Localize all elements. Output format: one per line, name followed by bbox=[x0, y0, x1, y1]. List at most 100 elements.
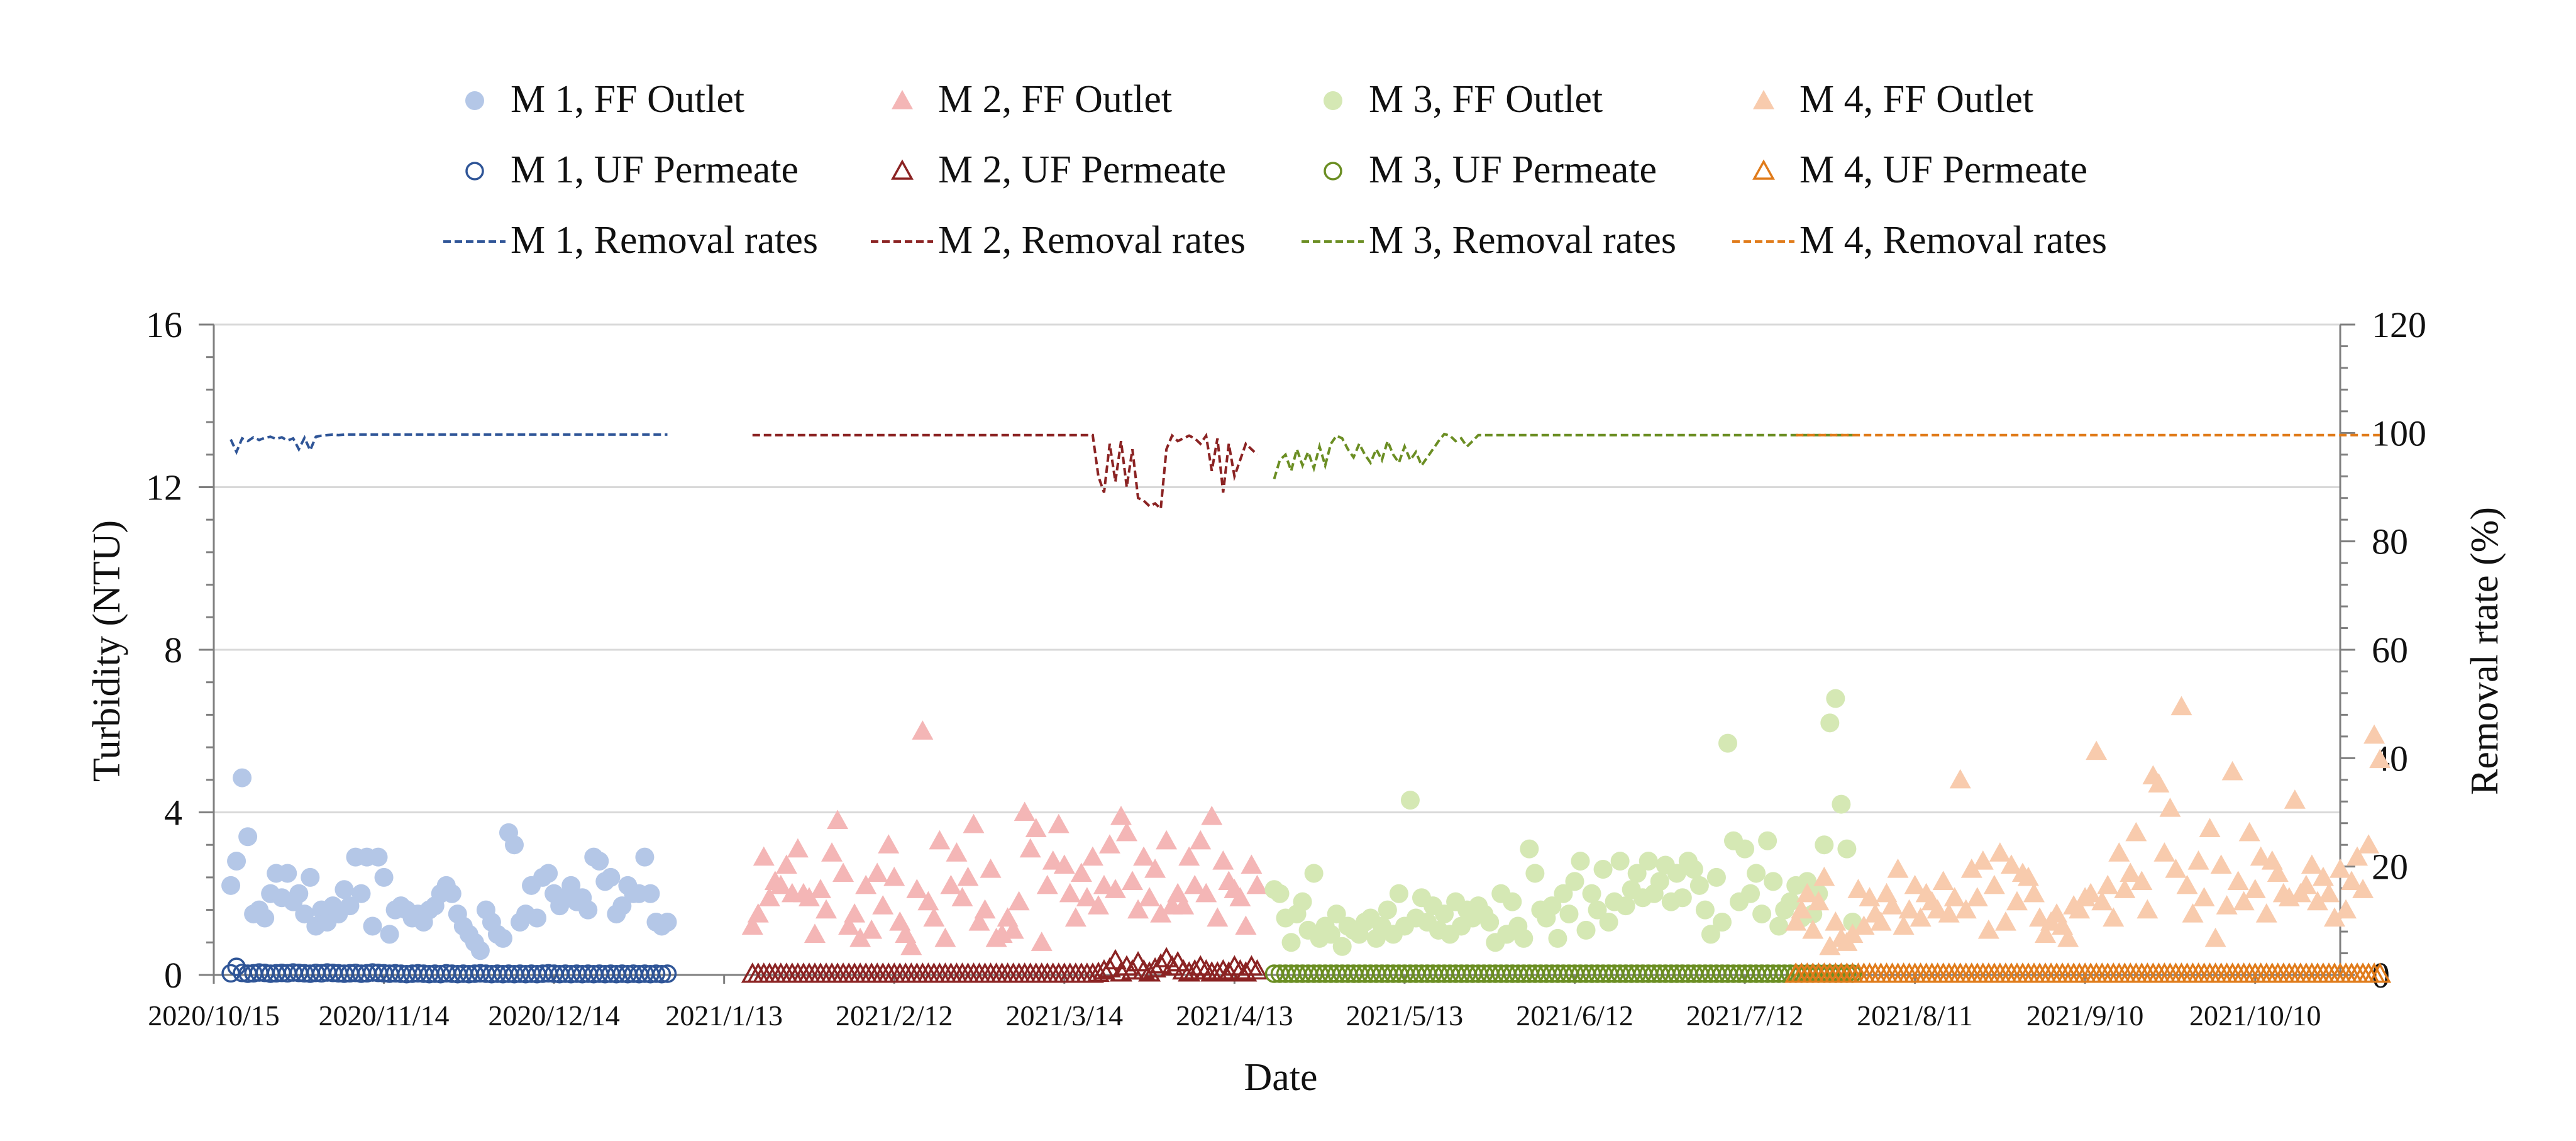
m2-ff-outlet-point bbox=[1087, 895, 1109, 915]
m2-ff-outlet-point bbox=[809, 879, 831, 898]
m4-ff-outlet-point bbox=[2148, 773, 2170, 793]
legend-label: M 1, Removal rates bbox=[511, 219, 818, 262]
m2-ff-outlet-point bbox=[1195, 882, 1217, 903]
m3-ff-outlet-point bbox=[1616, 896, 1635, 916]
legend-label: M 3, Removal rates bbox=[1369, 219, 1676, 262]
m3-ff-outlet-point bbox=[1559, 904, 1579, 924]
m4-ff-outlet-point bbox=[2295, 874, 2317, 894]
m2-ff-outlet-point bbox=[1110, 805, 1132, 825]
m3-ff-outlet-point bbox=[1747, 864, 1766, 883]
x-axis-title: Date bbox=[1244, 1056, 1317, 1099]
legend: M 1, FF Outlet M 2, FF Outlet M 3, FF Outl… bbox=[443, 78, 2107, 262]
m3-ff-outlet-point bbox=[1741, 884, 1761, 903]
m4-ff-outlet-point bbox=[2330, 858, 2351, 878]
x-tick-label: 2021/10/10 bbox=[2189, 999, 2321, 1032]
m3-ff-outlet-point bbox=[1281, 933, 1301, 952]
m2-ff-outlet-point bbox=[1042, 850, 1064, 870]
m2-ff-outlet-point bbox=[770, 874, 792, 894]
m2-ff-outlet-point bbox=[1144, 858, 1166, 878]
legend-label: M 2, Removal rates bbox=[938, 219, 1246, 262]
m3-ff-outlet-point bbox=[1752, 904, 1772, 924]
m3-ff-outlet-point bbox=[1520, 839, 1539, 859]
m4-ff-outlet-point bbox=[2238, 821, 2260, 842]
m2-ff-outlet-point bbox=[1184, 874, 1206, 894]
y-tick-label: 0 bbox=[164, 955, 182, 996]
m1-ff-outlet-point bbox=[442, 884, 462, 903]
m1-ff-outlet-point bbox=[368, 847, 388, 867]
m1-uf-permeate-point bbox=[652, 964, 672, 984]
m3-ff-outlet-point bbox=[1588, 900, 1607, 920]
m4-ff-outlet-point bbox=[1859, 887, 1881, 906]
m4-ff-outlet-point bbox=[1972, 850, 1994, 870]
legend-entry-m3-rr: M 3, Removal rates bbox=[1302, 219, 1676, 262]
m2-uf-permeate-point bbox=[1178, 961, 1201, 982]
m1-ff-outlet-point bbox=[221, 876, 241, 895]
m1-ff-outlet-point bbox=[380, 925, 399, 944]
m2-ff-outlet-point bbox=[1104, 879, 1126, 898]
m2-ff-outlet-point bbox=[844, 903, 866, 923]
m3-ff-outlet-point bbox=[1627, 864, 1647, 883]
legend-entry-m3-ff: M 3, FF Outlet bbox=[1324, 78, 1603, 121]
x-tick-label: 2021/6/12 bbox=[1516, 999, 1633, 1032]
x-tick-label: 2020/10/15 bbox=[148, 999, 280, 1032]
m4-ff-outlet-point bbox=[2091, 891, 2113, 911]
legend-label: M 2, UF Permeate bbox=[938, 148, 1226, 191]
m2-uf-permeate-point bbox=[1161, 955, 1184, 976]
m4-ff-outlet-point bbox=[2080, 882, 2102, 903]
m2-ff-outlet-point bbox=[968, 911, 990, 931]
m4-ff-outlet-point bbox=[2358, 834, 2380, 854]
m2-ff-outlet-point bbox=[940, 874, 962, 894]
m4-ff-outlet-point bbox=[2035, 923, 2057, 943]
m4-ff-outlet-point bbox=[2255, 903, 2277, 923]
m3-ff-outlet-point bbox=[1706, 867, 1726, 887]
m3-ff-outlet-point bbox=[1832, 794, 1851, 814]
m2-ff-outlet-point bbox=[1229, 887, 1251, 906]
m3-ff-outlet-point bbox=[1826, 689, 1845, 708]
m1-ff-outlet-point bbox=[470, 941, 490, 960]
m2-removal-rate-line bbox=[752, 432, 1258, 512]
m1-ff-outlet-point bbox=[340, 896, 360, 916]
m3-ff-outlet-point bbox=[1718, 733, 1737, 753]
m4-ff-outlet-point bbox=[1949, 769, 1971, 789]
m4-ff-outlet-point bbox=[2120, 862, 2142, 882]
m2-ff-outlet-point bbox=[1212, 850, 1234, 870]
y-tick-label: 4 bbox=[164, 793, 182, 833]
m4-ff-outlet-point bbox=[2017, 866, 2039, 886]
m3-ff-outlet-point bbox=[1735, 839, 1755, 859]
m3-ff-outlet-point bbox=[1650, 872, 1669, 891]
m2-ff-outlet-point bbox=[883, 866, 905, 886]
m3-ff-outlet-point bbox=[1781, 892, 1800, 911]
m2-uf-permeate-point bbox=[1189, 955, 1212, 976]
m4-ff-outlet-point bbox=[2347, 846, 2369, 866]
m3-ff-outlet-point bbox=[1815, 835, 1834, 855]
m2-ff-outlet-point bbox=[804, 923, 826, 943]
m2-ff-outlet-point bbox=[866, 862, 888, 882]
series bbox=[221, 432, 2392, 984]
m2-ff-outlet-point bbox=[838, 915, 860, 935]
series-m1 bbox=[221, 433, 677, 984]
m2-ff-outlet-point bbox=[912, 720, 934, 740]
gridlines bbox=[214, 323, 2340, 813]
m3-ff-outlet-point bbox=[1270, 884, 1290, 903]
legend-swatch bbox=[891, 159, 914, 180]
m3-ff-outlet-point bbox=[1548, 928, 1567, 948]
m3-ff-outlet-point bbox=[1593, 859, 1613, 879]
m2-ff-outlet-point bbox=[929, 830, 951, 850]
legend-label: M 4, UF Permeate bbox=[1799, 148, 2087, 191]
m3-ff-outlet-point bbox=[1672, 888, 1692, 908]
m2-ff-outlet-point bbox=[741, 915, 763, 935]
m2-uf-permeate-point bbox=[1149, 953, 1173, 974]
m3-ff-outlet-point bbox=[1582, 884, 1601, 903]
m2-ff-outlet-point bbox=[1127, 899, 1149, 919]
m4-ff-outlet-point bbox=[2267, 862, 2289, 882]
m2-ff-outlet-point bbox=[974, 899, 996, 919]
m4-ff-outlet-point bbox=[1808, 891, 1830, 911]
m4-ff-outlet-point bbox=[1887, 858, 1909, 878]
m3-ff-outlet-point bbox=[1701, 925, 1720, 944]
m1-ff-outlet-point bbox=[635, 847, 655, 867]
m2-ff-outlet-point bbox=[946, 842, 968, 862]
m1-ff-outlet-point bbox=[278, 864, 297, 883]
m1-ff-outlet-point bbox=[641, 884, 660, 903]
